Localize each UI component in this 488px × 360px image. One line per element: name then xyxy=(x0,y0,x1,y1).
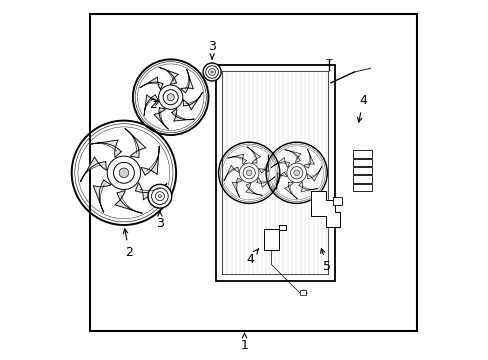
Bar xyxy=(352,167,371,174)
Polygon shape xyxy=(90,140,121,157)
Circle shape xyxy=(246,170,251,176)
Bar xyxy=(352,184,371,191)
Polygon shape xyxy=(276,172,286,190)
Polygon shape xyxy=(232,178,242,197)
Polygon shape xyxy=(271,158,289,168)
Polygon shape xyxy=(258,155,268,173)
Polygon shape xyxy=(245,183,262,195)
Circle shape xyxy=(158,195,161,198)
Circle shape xyxy=(148,184,171,208)
Text: 3: 3 xyxy=(156,211,163,230)
Bar xyxy=(352,159,371,166)
Bar xyxy=(352,175,371,183)
Polygon shape xyxy=(227,154,246,165)
Bar xyxy=(299,290,305,295)
Polygon shape xyxy=(246,147,260,163)
Text: 1: 1 xyxy=(240,333,248,352)
Polygon shape xyxy=(124,129,145,158)
Polygon shape xyxy=(310,191,339,227)
Polygon shape xyxy=(306,166,321,181)
Text: 4: 4 xyxy=(245,249,258,266)
Text: 2: 2 xyxy=(148,98,159,111)
Polygon shape xyxy=(115,190,142,213)
Polygon shape xyxy=(284,150,301,162)
Polygon shape xyxy=(298,181,317,192)
Polygon shape xyxy=(183,92,202,110)
Circle shape xyxy=(293,170,299,176)
Polygon shape xyxy=(159,67,178,84)
Polygon shape xyxy=(141,146,159,175)
Polygon shape xyxy=(93,180,111,212)
Circle shape xyxy=(211,71,213,73)
Bar xyxy=(89,14,416,331)
Polygon shape xyxy=(171,109,194,121)
Polygon shape xyxy=(154,108,168,129)
Polygon shape xyxy=(140,77,163,89)
Polygon shape xyxy=(135,183,166,200)
Text: 4: 4 xyxy=(357,94,366,122)
Polygon shape xyxy=(144,95,158,115)
Circle shape xyxy=(203,63,221,81)
Polygon shape xyxy=(80,157,106,182)
Text: 2: 2 xyxy=(123,229,133,258)
Polygon shape xyxy=(180,69,193,93)
Bar xyxy=(352,150,371,158)
Circle shape xyxy=(119,168,128,177)
Bar xyxy=(332,197,341,205)
Text: 5: 5 xyxy=(320,249,331,273)
Circle shape xyxy=(167,94,174,100)
Polygon shape xyxy=(264,225,285,250)
Polygon shape xyxy=(304,149,314,168)
Bar xyxy=(215,65,334,281)
Polygon shape xyxy=(284,182,297,199)
Polygon shape xyxy=(224,165,238,181)
Text: 3: 3 xyxy=(208,40,216,59)
Polygon shape xyxy=(257,176,274,188)
